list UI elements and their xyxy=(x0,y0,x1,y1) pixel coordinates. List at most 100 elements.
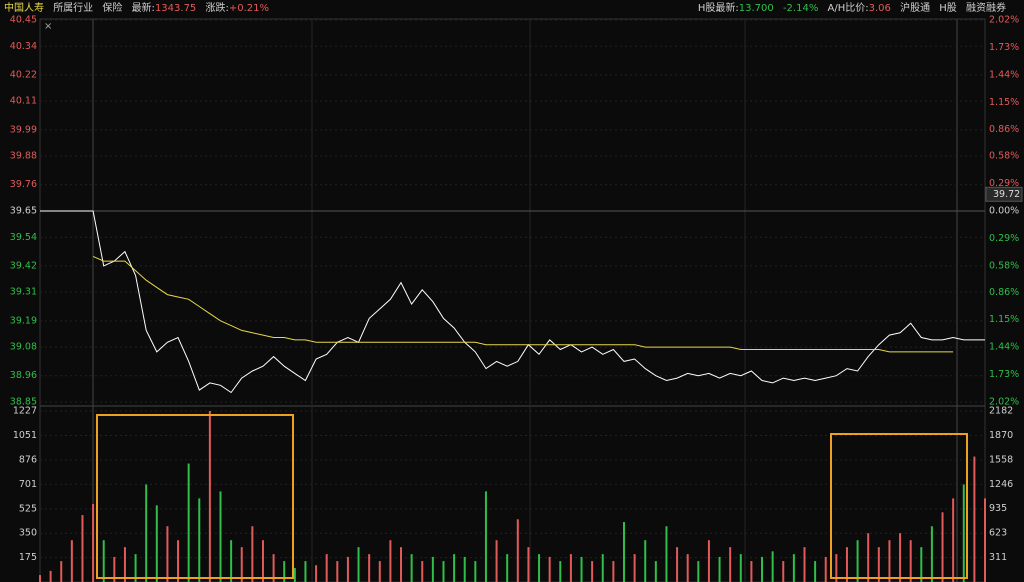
volume-bar xyxy=(315,565,318,582)
volume-bar xyxy=(272,554,275,582)
volume-bar xyxy=(442,561,445,582)
y-tick-label: 40.34 xyxy=(10,41,37,52)
volume-bar xyxy=(824,556,827,582)
volume-bar xyxy=(378,561,381,582)
volume-bar xyxy=(410,554,413,582)
frame xyxy=(39,18,986,582)
volume-bar xyxy=(877,547,880,582)
y-tick-label: 876 xyxy=(19,454,37,465)
volume-bar xyxy=(304,561,307,582)
volume-bar xyxy=(293,568,296,582)
volume-bar xyxy=(357,547,360,582)
change: +0.21% xyxy=(228,3,270,14)
volume-bar xyxy=(60,561,63,582)
volume-bar xyxy=(325,554,328,582)
y-tick-label: 39.54 xyxy=(10,232,37,243)
y2-tick-label: 2182 xyxy=(989,406,1013,417)
volume-bar xyxy=(888,540,891,582)
link[interactable]: 融资融券 xyxy=(966,3,1006,14)
cursor-label: 39.72 xyxy=(993,189,1020,200)
volume-bar xyxy=(761,556,764,582)
last: 1343.75 xyxy=(154,3,197,14)
y-tick-label: 175 xyxy=(19,552,37,563)
y-tick-label: 39.08 xyxy=(10,342,37,353)
volume-bar xyxy=(792,554,795,582)
volume-bar xyxy=(400,547,403,582)
volume-bar xyxy=(336,561,339,582)
volume-bar xyxy=(601,554,604,582)
y2-tick-label: 0.58% xyxy=(989,151,1019,162)
y-tick-label: 39.88 xyxy=(10,151,37,162)
y-tick-label: 39.65 xyxy=(10,206,37,217)
volume-bar xyxy=(261,540,264,582)
volume-bar xyxy=(739,554,742,582)
industry[interactable]: 保险 xyxy=(102,3,123,14)
volume-bar xyxy=(102,540,105,582)
volume-bar xyxy=(941,512,944,582)
y2-tick-label: 1870 xyxy=(989,430,1013,441)
stock-name: 中国人寿 xyxy=(4,3,44,14)
y2-tick-label: 0.29% xyxy=(989,233,1019,244)
volume-bar xyxy=(718,556,721,582)
volume-bar xyxy=(463,556,466,582)
y2-tick-label: 0.00% xyxy=(989,206,1019,217)
volume-bar xyxy=(559,561,562,582)
y2-tick-label: 1.44% xyxy=(989,69,1019,80)
volume-bar xyxy=(527,547,530,582)
y-tick-label: 40.22 xyxy=(10,69,37,80)
y-tick-label: 39.76 xyxy=(10,179,37,190)
y-tick-label: 40.11 xyxy=(10,96,37,107)
volume-bar xyxy=(49,570,52,582)
volume-bar xyxy=(569,554,572,582)
link[interactable]: H股 xyxy=(939,3,957,14)
volume-bar xyxy=(580,556,583,582)
volume-bar xyxy=(230,540,233,582)
volume-bar xyxy=(134,554,137,582)
volume-bar xyxy=(240,547,243,582)
volume-bar xyxy=(909,540,912,582)
volume-bar xyxy=(803,547,806,582)
link[interactable]: 沪股通 xyxy=(900,3,931,14)
y2-tick-label: 2.02% xyxy=(989,397,1019,408)
volume-bar xyxy=(686,554,689,582)
volume-bar xyxy=(155,505,158,582)
volume-bar xyxy=(633,554,636,582)
y2-tick-label: 0.86% xyxy=(989,124,1019,135)
y-tick-label: 1051 xyxy=(13,430,37,441)
volume-bar xyxy=(198,498,201,582)
volume-bar xyxy=(516,519,519,582)
price-line xyxy=(40,210,985,394)
y2-tick-label: 1.44% xyxy=(989,342,1019,353)
volume-bar xyxy=(952,498,955,582)
volume-bar xyxy=(39,575,41,582)
y-tick-label: 39.19 xyxy=(10,315,37,326)
y2-tick-label: 0.29% xyxy=(989,178,1019,189)
y2-tick-label: 1.73% xyxy=(989,42,1019,53)
h-last: 13.700 xyxy=(738,3,774,14)
volume-bar xyxy=(962,484,965,582)
volume-bar xyxy=(177,540,180,582)
volume-bar xyxy=(707,540,710,582)
volume-bar xyxy=(676,547,679,582)
volume-bar xyxy=(984,498,986,582)
volume-bar xyxy=(697,561,700,582)
highlight-box xyxy=(830,433,968,579)
volume-bar xyxy=(81,515,84,582)
y2-tick-label: 935 xyxy=(989,503,1007,514)
volume-bar xyxy=(208,411,211,582)
volume-bar xyxy=(368,554,371,582)
volume-bar xyxy=(421,561,424,582)
y-tick-label: 1227 xyxy=(13,406,37,417)
h-last-label: H股最新: xyxy=(697,3,739,14)
y-tick-label: 350 xyxy=(19,528,37,539)
industry-label[interactable]: 所属行业 xyxy=(53,3,94,14)
close-icon[interactable]: × xyxy=(44,21,52,32)
y2-tick-label: 311 xyxy=(989,552,1007,563)
volume-bar xyxy=(973,456,976,582)
volume-bar xyxy=(867,533,870,582)
y2-tick-label: 1.15% xyxy=(989,314,1019,325)
header-right: H股最新:13.700 -2.14% A/H比价:3.06 沪股通 H股 融资融… xyxy=(698,0,1012,18)
volume-bar xyxy=(920,547,923,582)
v-grid xyxy=(92,19,958,582)
